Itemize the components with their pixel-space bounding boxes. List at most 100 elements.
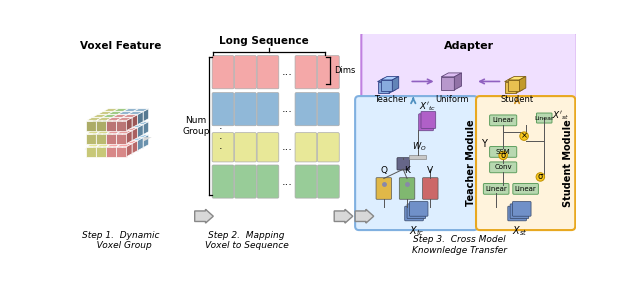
Text: Adapter: Adapter [444,41,494,51]
FancyBboxPatch shape [419,114,433,131]
Text: Dims: Dims [334,66,356,75]
Polygon shape [102,128,117,131]
Polygon shape [106,147,116,157]
Polygon shape [117,115,127,125]
Polygon shape [127,115,138,125]
Text: Student Module: Student Module [563,119,573,207]
Polygon shape [454,73,461,90]
Polygon shape [106,144,112,157]
Text: $X_{st}$: $X_{st}$ [511,225,527,239]
Text: ...: ... [282,104,292,114]
Text: $X'_{st}$: $X'_{st}$ [552,110,569,122]
FancyBboxPatch shape [317,133,339,162]
Polygon shape [116,147,127,157]
Bar [410,155,426,159]
Polygon shape [96,118,102,131]
Text: Linear: Linear [485,186,507,192]
FancyBboxPatch shape [376,178,392,199]
FancyBboxPatch shape [257,56,279,89]
Polygon shape [96,147,106,157]
Polygon shape [122,115,127,128]
Polygon shape [92,141,108,144]
Polygon shape [116,131,132,134]
Polygon shape [103,112,113,122]
Polygon shape [112,141,117,154]
Polygon shape [122,141,127,154]
Polygon shape [441,77,454,90]
Polygon shape [133,122,139,135]
Polygon shape [112,118,122,128]
Polygon shape [106,134,116,144]
Polygon shape [97,125,113,128]
Text: Y: Y [481,139,486,149]
Polygon shape [132,128,138,141]
Polygon shape [117,138,133,141]
Polygon shape [113,135,118,148]
Polygon shape [123,138,133,148]
Polygon shape [127,128,138,138]
Polygon shape [106,118,122,121]
Polygon shape [127,138,143,141]
Polygon shape [127,141,138,151]
Polygon shape [106,144,122,147]
Polygon shape [102,128,108,141]
Polygon shape [117,141,127,151]
Polygon shape [127,112,133,125]
Text: $X_{tc}$: $X_{tc}$ [409,225,424,239]
Polygon shape [103,125,113,135]
Text: σ: σ [500,151,506,160]
Polygon shape [103,122,118,125]
Polygon shape [112,115,127,118]
Polygon shape [113,112,123,122]
Polygon shape [508,76,526,80]
Polygon shape [122,144,132,154]
Text: .: . [220,121,223,131]
FancyBboxPatch shape [513,201,531,216]
Polygon shape [113,138,123,148]
Polygon shape [113,122,118,135]
Polygon shape [96,121,106,131]
Polygon shape [112,115,117,128]
FancyBboxPatch shape [295,93,317,126]
Polygon shape [113,122,129,125]
Text: K: K [404,166,410,175]
Polygon shape [112,144,122,154]
Polygon shape [334,209,353,223]
Polygon shape [116,131,122,144]
FancyBboxPatch shape [508,206,527,221]
Text: Linear: Linear [492,117,514,123]
Text: Step 1.  Dynamic
   Voxel Group: Step 1. Dynamic Voxel Group [81,231,159,250]
Text: σ: σ [538,173,543,182]
Polygon shape [122,128,127,141]
FancyBboxPatch shape [235,56,256,89]
Polygon shape [123,109,139,112]
Circle shape [499,151,508,160]
FancyBboxPatch shape [212,165,234,198]
FancyBboxPatch shape [476,96,575,230]
Text: ×: × [520,132,527,140]
Polygon shape [113,135,129,138]
FancyBboxPatch shape [257,165,279,198]
FancyBboxPatch shape [399,178,415,199]
FancyBboxPatch shape [536,113,552,123]
Polygon shape [97,128,108,138]
Polygon shape [92,144,102,154]
Text: Linear: Linear [534,115,554,121]
Polygon shape [108,112,123,115]
Polygon shape [108,141,117,151]
Polygon shape [520,76,526,92]
Polygon shape [123,135,139,138]
Polygon shape [108,138,123,141]
FancyBboxPatch shape [295,133,317,162]
Text: Step 3.  Cross Model
Knownledge Transfer: Step 3. Cross Model Knownledge Transfer [412,235,508,255]
Text: Num
Group: Num Group [182,116,210,136]
Polygon shape [122,131,132,141]
Polygon shape [106,121,116,131]
Text: V: V [428,166,433,175]
Polygon shape [378,78,396,82]
Polygon shape [102,118,112,128]
Polygon shape [123,135,129,148]
Polygon shape [195,209,213,223]
Polygon shape [97,112,113,115]
Polygon shape [127,112,143,115]
